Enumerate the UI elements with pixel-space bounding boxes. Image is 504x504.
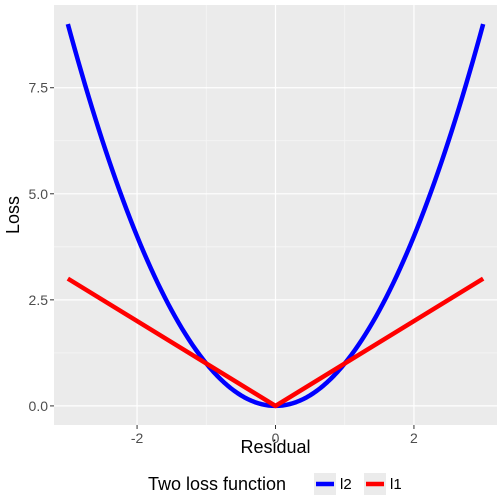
x-tick-label: -2 bbox=[131, 430, 144, 446]
legend-label-l1: l1 bbox=[390, 476, 402, 493]
grid-major bbox=[54, 5, 497, 425]
x-axis-ticks: -2 0 2 bbox=[131, 425, 418, 446]
series-line-l1 bbox=[66, 276, 485, 409]
series-layer bbox=[65, 23, 486, 409]
y-axis-ticks: 0.0 2.5 5.0 7.5 bbox=[29, 80, 54, 414]
legend: Two loss function l2 l1 bbox=[148, 473, 402, 495]
y-tick-label: 0.0 bbox=[29, 398, 49, 414]
y-axis-title: Loss bbox=[3, 196, 23, 234]
legend-title: Two loss function bbox=[148, 474, 286, 494]
y-tick-label: 7.5 bbox=[29, 80, 49, 96]
legend-entries: l2 l1 bbox=[314, 473, 402, 495]
legend-label-l2: l2 bbox=[340, 476, 352, 493]
x-axis-title: Residual bbox=[240, 437, 310, 457]
x-tick-label: 2 bbox=[410, 430, 418, 446]
y-tick-label: 5.0 bbox=[29, 186, 49, 202]
x-tick-label: 0 bbox=[272, 430, 280, 446]
y-tick-label: 2.5 bbox=[29, 292, 49, 308]
